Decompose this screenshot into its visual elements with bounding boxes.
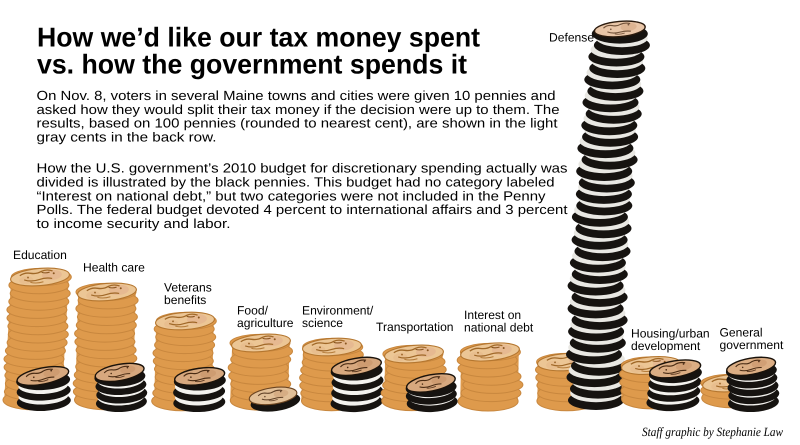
svg-text:Defense: Defense bbox=[549, 30, 594, 44]
svg-text:General: General bbox=[720, 326, 763, 340]
svg-text:Polls. The federal budget devo: Polls. The federal budget devoted 4 perc… bbox=[37, 202, 568, 217]
svg-text:On Nov. 8, voters in several M: On Nov. 8, voters in several Maine towns… bbox=[37, 88, 556, 103]
svg-text:agriculture: agriculture bbox=[237, 316, 294, 330]
svg-text:Health care: Health care bbox=[83, 260, 145, 274]
svg-text:results, based on 100 pennies: results, based on 100 pennies (rounded t… bbox=[37, 116, 558, 131]
svg-text:How we’d like our tax money sp: How we’d like our tax money spent bbox=[37, 22, 480, 53]
svg-text:Environment/: Environment/ bbox=[302, 304, 374, 318]
svg-text:divided is illustrated by the: divided is illustrated by the black penn… bbox=[37, 175, 555, 190]
svg-text:gray cents in the back row.: gray cents in the back row. bbox=[37, 129, 217, 144]
svg-text:government: government bbox=[720, 338, 785, 352]
svg-text:Food/: Food/ bbox=[237, 303, 269, 317]
svg-text:Interest on: Interest on bbox=[464, 308, 521, 322]
svg-text:benefits: benefits bbox=[164, 293, 206, 307]
svg-text:Education: Education bbox=[13, 248, 67, 262]
svg-text:“Interest on national debt,” b: “Interest on national debt,” but two cat… bbox=[37, 188, 546, 203]
svg-text:Transportation: Transportation bbox=[376, 320, 454, 334]
svg-text:asked how they would split the: asked how they would split their tax mon… bbox=[37, 102, 560, 117]
svg-text:How the U.S. government’s 2010: How the U.S. government’s 2010 budget fo… bbox=[37, 161, 568, 176]
svg-text:development: development bbox=[631, 339, 701, 353]
svg-text:vs. how the government spends: vs. how the government spends it bbox=[37, 49, 467, 80]
svg-text:Veterans: Veterans bbox=[164, 280, 212, 294]
svg-text:national debt: national debt bbox=[464, 321, 534, 335]
svg-text:science: science bbox=[302, 316, 343, 330]
svg-text:to income security and labor.: to income security and labor. bbox=[37, 216, 231, 231]
svg-text:Staff graphic by Stephanie Law: Staff graphic by Stephanie Law bbox=[642, 425, 784, 439]
svg-text:Housing/urban: Housing/urban bbox=[631, 327, 710, 341]
